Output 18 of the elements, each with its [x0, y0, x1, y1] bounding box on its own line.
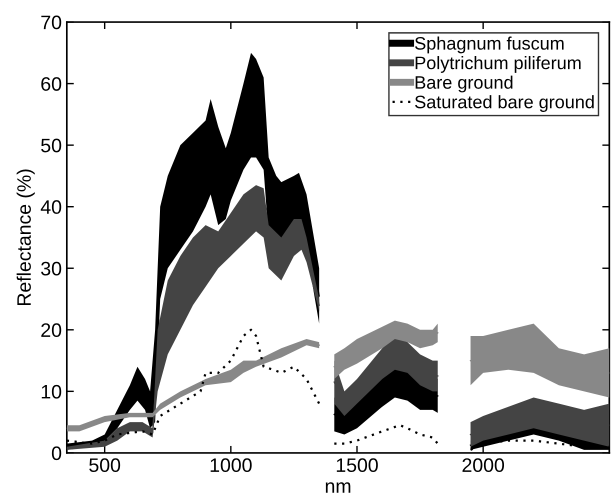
x-tick-label: 2000	[462, 458, 504, 472]
y-tick-label: 40	[40, 200, 62, 214]
legend-label: Bare ground	[416, 76, 512, 92]
x-axis-title: nm	[326, 482, 350, 493]
y-tick-label: 70	[41, 16, 62, 30]
y-tick-label: 30	[41, 262, 62, 276]
x-tick-label: 1500	[336, 458, 378, 472]
y-tick-label: 10	[42, 384, 62, 399]
y-tick-label: 50	[41, 138, 62, 152]
y-tick-label: 20	[41, 323, 62, 338]
legend-label: Saturated bare ground	[415, 95, 594, 112]
x-tick-label: 500	[89, 458, 120, 472]
legend-label: Sphagnum fuscum	[415, 36, 564, 54]
legend-label: Polytrichum piliferum	[416, 56, 581, 73]
x-tick-label: 1000	[210, 458, 252, 472]
y-axis-title: Reflectance (%)	[16, 170, 35, 306]
y-tick-label: 60	[41, 77, 62, 91]
y-tick-label: 0	[52, 446, 62, 460]
